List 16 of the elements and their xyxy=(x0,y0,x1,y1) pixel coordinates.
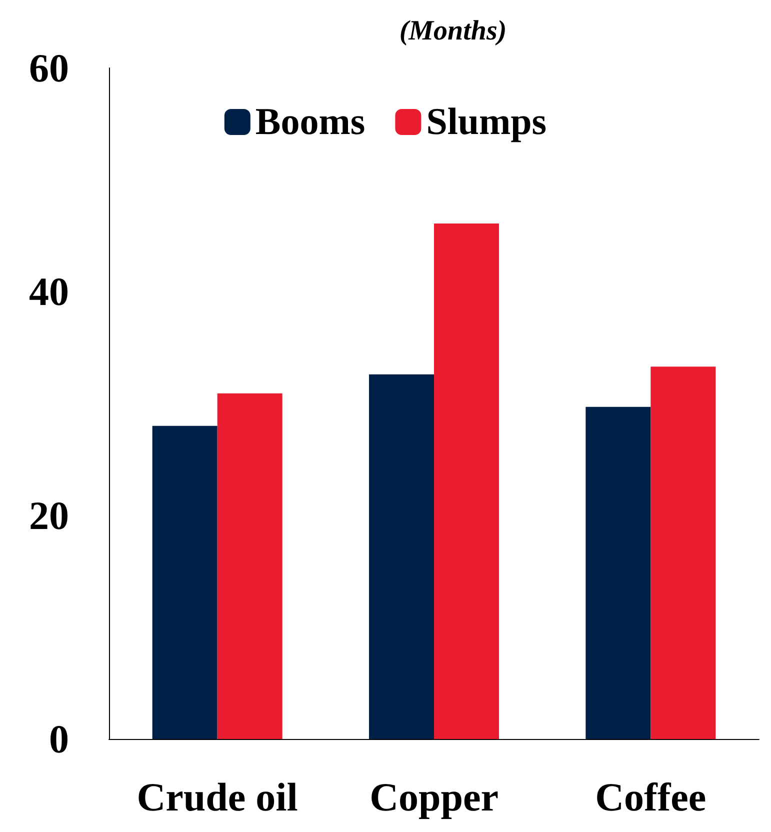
bar xyxy=(434,223,499,739)
y-tick-label: 60 xyxy=(29,46,69,90)
legend-label: Slumps xyxy=(426,101,547,143)
bar xyxy=(369,374,434,739)
bar xyxy=(152,426,218,739)
chart-title: (Months) xyxy=(399,16,507,46)
bar xyxy=(217,393,282,739)
x-tick-label: Copper xyxy=(370,774,498,820)
legend-label: Booms xyxy=(255,101,366,143)
bar xyxy=(650,366,716,739)
y-tick-label: 20 xyxy=(29,492,69,538)
x-tick-label: Crude oil xyxy=(136,774,298,820)
x-tick-label: Coffee xyxy=(595,774,706,820)
y-tick-label: 0 xyxy=(49,716,69,762)
bar xyxy=(586,406,651,739)
y-tick-label: 40 xyxy=(29,269,69,314)
